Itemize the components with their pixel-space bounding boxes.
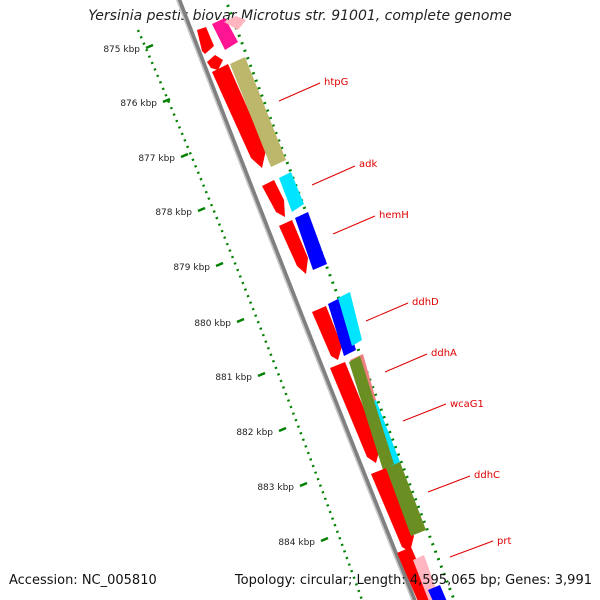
gene-label-ddhC: ddhC: [474, 470, 500, 481]
map-title: Yersinia pestis biovar Microtus str. 910…: [88, 8, 512, 24]
cds-arrow: [312, 306, 342, 360]
cds-arrow: [330, 362, 380, 463]
kbp-tick-label: 883 kbp: [257, 483, 294, 493]
cds-arrow: [262, 180, 285, 217]
cds-arrow: [224, 16, 246, 30]
htpG-leader-line: [278, 82, 321, 102]
cds-arrow: [230, 57, 286, 167]
ddhC-leader-line: [427, 475, 471, 493]
gene-label-htpG: htpG: [324, 77, 348, 88]
kbp-tick-labels: 875 kbp 876 kbp 877 kbp 878 kbp 879 kbp 880 k…: [103, 45, 315, 548]
cds-arrow: [197, 27, 214, 54]
cds-arrow: [295, 212, 327, 270]
cds-arrow: [279, 172, 304, 212]
kbp-tick-mark: [320, 536, 329, 543]
kbp-tick-label: 879 kbp: [173, 263, 210, 273]
kbp-tick-label: 878 kbp: [155, 208, 192, 218]
adk-leader-line: [311, 165, 356, 186]
gene-label-hemH: hemH: [379, 210, 409, 221]
gene-label-prt: prt: [497, 536, 511, 547]
kbp-tick-mark: [162, 97, 171, 104]
cds-arrow: [207, 55, 223, 70]
cds-arrow: [212, 64, 266, 168]
accession-text: Accession: NC_005810: [9, 573, 157, 588]
kbp-tick-label: 877 kbp: [138, 154, 175, 164]
cds-arrow: [212, 18, 238, 50]
kbp-tick-mark: [197, 206, 206, 213]
kbp-tick-mark: [180, 152, 189, 159]
cds-arrow: [328, 298, 356, 356]
genome-backbone-highlight: [176, 0, 413, 600]
kbp-tick-mark: [299, 481, 308, 488]
kbp-tick-marks: [145, 43, 329, 543]
gene-label-adk: adk: [359, 159, 377, 170]
cds-arrow: [386, 462, 426, 536]
gene-label-ddhD: ddhD: [412, 297, 439, 308]
cds-arrow: [428, 585, 447, 600]
genome-backbone: [176, 0, 417, 600]
gene-labels: htpG adk hemH ddhD ddhA wcaG1 ddhC prt: [324, 77, 511, 547]
cds-arrow: [338, 292, 362, 346]
gene-features: [197, 16, 447, 600]
genome-summary-text: Topology: circular; Length: 4,595,065 bp…: [234, 573, 592, 588]
cds-arrow: [279, 220, 308, 274]
cds-arrow: [349, 356, 394, 470]
gene-leader-lines: [278, 82, 494, 558]
kbp-tick-label: 884 kbp: [278, 538, 315, 548]
kbp-tick-label: 882 kbp: [236, 428, 273, 438]
kbp-tick-mark: [236, 317, 245, 324]
ddhD-leader-line: [365, 302, 409, 322]
kbp-tick-label: 875 kbp: [103, 45, 140, 55]
kbp-tick-label: 880 kbp: [194, 319, 231, 329]
cds-arrow: [371, 468, 414, 552]
hemH-leader-line: [332, 215, 376, 235]
ddhA-leader-line: [384, 353, 428, 373]
kbp-tick-label: 881 kbp: [215, 373, 252, 383]
gene-label-wcaG1: wcaG1: [450, 399, 484, 410]
kbp-tick-mark: [215, 261, 224, 268]
wcaG1-leader-line: [402, 403, 447, 422]
kbp-tick-mark: [278, 426, 287, 433]
kbp-tick-label: 876 kbp: [120, 99, 157, 109]
kbp-tick-mark: [145, 43, 154, 50]
gene-label-ddhA: ddhA: [431, 348, 457, 359]
kbp-tick-mark: [257, 371, 266, 378]
prt-leader-line: [449, 540, 494, 558]
